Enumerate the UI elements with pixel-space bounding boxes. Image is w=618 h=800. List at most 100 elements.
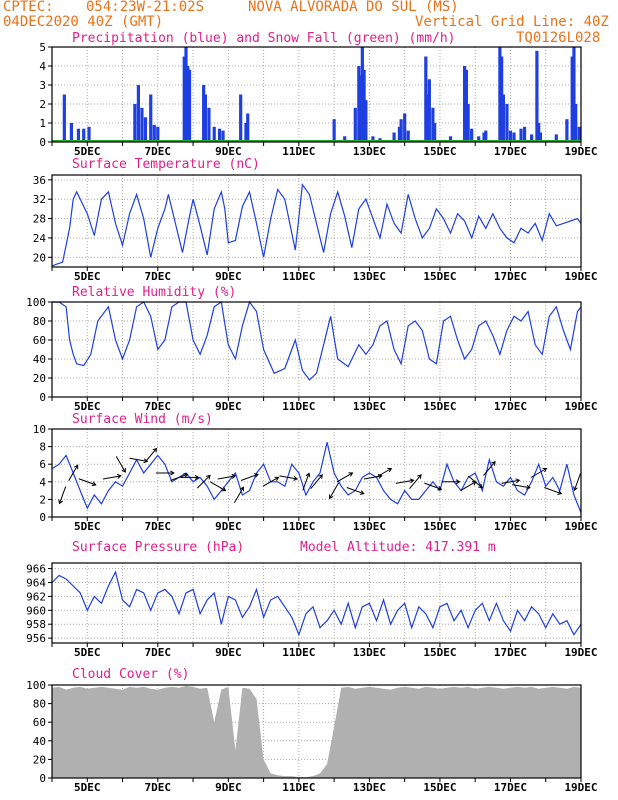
series-line <box>52 300 582 381</box>
y-tick-label: 40 <box>33 735 46 748</box>
precipitation-bar <box>358 75 363 142</box>
precipitation-bar <box>182 56 186 142</box>
x-tick-label: 9DEC <box>215 400 242 413</box>
plot-frame <box>51 301 582 398</box>
y-tick-label: 60 <box>33 334 46 347</box>
x-tick-label: 13DEC <box>353 646 386 659</box>
y-tick-label: 0 <box>39 772 46 785</box>
wind-arrow-head <box>152 447 158 453</box>
x-tick-label: 9DEC <box>215 646 242 659</box>
x-tick-label: 13DEC <box>353 520 386 533</box>
precipitation-bar <box>570 56 574 142</box>
y-tick-label: 956 <box>26 632 46 645</box>
precipitation-bar <box>425 94 430 142</box>
x-tick-label: 7DEC <box>145 781 172 794</box>
wind-arrow-head <box>359 490 365 495</box>
precipitation-bar <box>399 119 403 142</box>
x-tick-label: 13DEC <box>353 400 386 413</box>
precipitation-bar <box>212 126 216 142</box>
x-tick-label: 11DEC <box>282 520 315 533</box>
x-tick-label: 9DEC <box>215 145 242 158</box>
panel-title: Surface Pressure (hPa) <box>72 540 244 555</box>
precipitation-bar <box>87 126 91 142</box>
precipitation-bar <box>535 50 539 142</box>
precipitation-bar <box>424 56 428 142</box>
y-tick-label: 966 <box>26 563 46 576</box>
plot-frame <box>51 562 582 644</box>
precipitation-bar <box>554 134 558 142</box>
wind-arrow <box>460 481 477 492</box>
wind-arrow <box>196 475 211 489</box>
x-tick-label: 13DEC <box>353 270 386 283</box>
y-tick-label: 3 <box>39 79 46 92</box>
header-source: CPTEC: <box>3 0 54 15</box>
wind-arrow-head <box>293 475 299 481</box>
wind-arrow-head <box>525 484 531 490</box>
wind-arrow <box>217 475 236 480</box>
wind-arrow-head <box>557 490 563 495</box>
wind-arrow <box>329 482 340 499</box>
panel-3 <box>48 300 582 401</box>
x-tick-label: 5DEC <box>74 646 101 659</box>
y-tick-label: 40 <box>33 353 46 366</box>
wind-arrow-head <box>348 472 354 477</box>
wind-arrow-head <box>387 467 393 473</box>
precipitation-bar <box>202 85 206 142</box>
plot-frame <box>51 428 582 518</box>
precipitation-bar <box>357 66 361 142</box>
precipitation-bar <box>500 56 504 142</box>
x-tick-label: 5DEC <box>74 781 101 794</box>
precipitation-bar <box>152 124 156 142</box>
precipitation-bar <box>82 128 86 142</box>
precipitation-bar <box>187 69 192 142</box>
header-location: NOVA ALVORADA DO SUL (MS) <box>248 0 459 15</box>
wind-arrow <box>336 472 353 483</box>
panel-annotation: Model Altitude: 417.391 m <box>300 540 496 555</box>
y-tick-label: 32 <box>33 193 46 206</box>
precipitation-bar <box>498 47 502 142</box>
wind-arrow-head <box>455 479 461 485</box>
wind-arrow-head <box>116 473 122 479</box>
wind-arrow <box>59 486 67 504</box>
x-tick-label: 15DEC <box>423 520 456 533</box>
wind-arrow-head <box>417 474 422 479</box>
precipitation-bar <box>577 126 581 142</box>
y-tick-label: 36 <box>33 174 46 187</box>
precipitation-bar <box>203 94 208 142</box>
y-tick-label: 80 <box>33 698 46 711</box>
wind-arrow-head <box>305 472 311 478</box>
wind-arrow-head <box>478 483 483 489</box>
y-tick-label: 100 <box>26 296 46 309</box>
precipitation-bar <box>343 136 347 142</box>
y-tick-label: 2 <box>39 98 46 111</box>
wind-arrow <box>544 487 562 495</box>
y-tick-label: 958 <box>26 618 46 631</box>
x-tick-label: 17DEC <box>494 145 527 158</box>
precipitation-bar <box>371 136 375 142</box>
y-tick-label: 964 <box>26 576 46 589</box>
precipitation-bar <box>505 104 509 142</box>
precipitation-bar <box>522 126 527 142</box>
wind-arrow <box>68 464 79 482</box>
precipitation-bar <box>217 128 222 142</box>
wind-arrow-head <box>194 474 200 480</box>
wind-arrow <box>530 468 547 478</box>
wind-arrow-head <box>183 473 189 478</box>
y-tick-label: 0 <box>39 391 46 404</box>
plot-frame <box>51 46 582 143</box>
precipitation-bar <box>364 100 368 142</box>
y-tick-label: 960 <box>26 604 46 617</box>
precipitation-bar <box>464 69 468 142</box>
precipitation-bar <box>572 47 576 142</box>
y-tick-label: 28 <box>33 213 46 226</box>
wind-arrow <box>512 484 530 489</box>
y-tick-label: 2 <box>39 493 46 506</box>
y-tick-label: 100 <box>26 679 46 692</box>
header-coords: 054:23W-21:02S <box>86 0 205 15</box>
x-tick-label: 17DEC <box>494 270 527 283</box>
x-tick-label: 17DEC <box>494 646 527 659</box>
wind-arrow-head <box>542 467 548 473</box>
precipitation-bar <box>156 126 160 142</box>
wind-arrow-head <box>206 474 211 480</box>
wind-arrow <box>78 478 96 486</box>
